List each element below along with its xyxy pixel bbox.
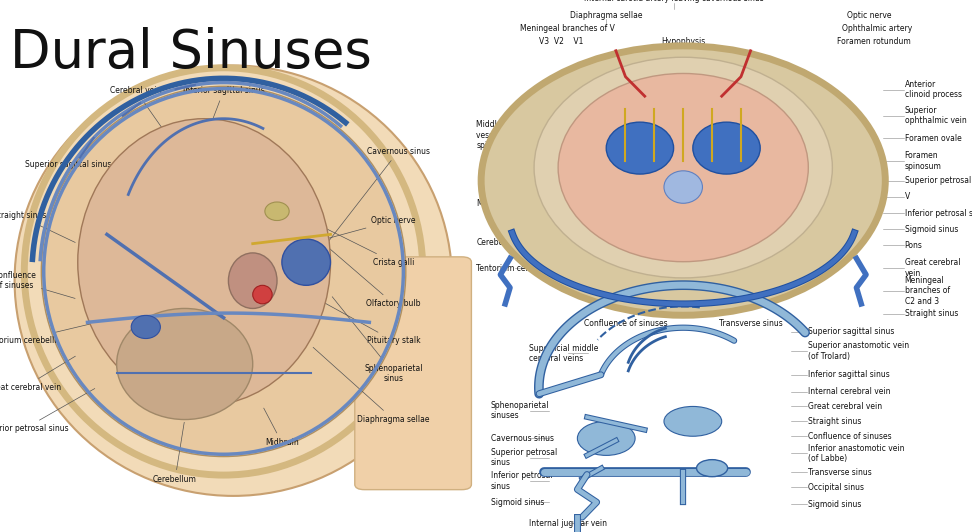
Ellipse shape — [253, 285, 272, 304]
Ellipse shape — [558, 73, 809, 262]
Ellipse shape — [131, 315, 160, 338]
Text: Diaphragma sellae: Diaphragma sellae — [313, 347, 430, 424]
Ellipse shape — [664, 406, 721, 436]
Text: Cavernous sinus: Cavernous sinus — [318, 147, 430, 255]
Text: Middle meningeal
vessels and nervus
spinosus: Middle meningeal vessels and nervus spin… — [476, 120, 549, 150]
Text: Sphenoparietal
sinus: Sphenoparietal sinus — [332, 297, 423, 383]
Text: Optic nerve: Optic nerve — [847, 11, 891, 20]
Text: Optic nerve: Optic nerve — [329, 216, 416, 238]
Ellipse shape — [117, 309, 253, 420]
Text: Sigmoid sinus: Sigmoid sinus — [491, 498, 544, 506]
Text: Great cerebral vein: Great cerebral vein — [809, 402, 883, 411]
Circle shape — [697, 460, 728, 477]
Text: Sigmoid sinus: Sigmoid sinus — [905, 225, 958, 234]
Text: Hypophysis: Hypophysis — [661, 37, 706, 46]
Text: Internal carotid artery leaving cavernous sinus: Internal carotid artery leaving cavernou… — [584, 0, 763, 3]
Text: Confluence
of sinuses: Confluence of sinuses — [0, 271, 75, 298]
Text: Straight sinus: Straight sinus — [0, 211, 75, 243]
Ellipse shape — [15, 65, 452, 496]
Text: Confluence of sinuses: Confluence of sinuses — [583, 319, 668, 328]
Text: Sphenoparietal
sinuses: Sphenoparietal sinuses — [491, 401, 549, 420]
Ellipse shape — [78, 119, 330, 405]
Text: Sigmoid sinus: Sigmoid sinus — [809, 500, 862, 509]
Ellipse shape — [534, 57, 832, 278]
Text: Great cerebral vein: Great cerebral vein — [0, 356, 76, 392]
Ellipse shape — [228, 253, 277, 309]
Text: Superior anastomotic vein
(of Trolard): Superior anastomotic vein (of Trolard) — [809, 342, 910, 361]
Text: Foramen rotundum: Foramen rotundum — [837, 37, 911, 46]
Text: Cerebellum: Cerebellum — [476, 238, 520, 247]
Text: Tentorium cerebelli: Tentorium cerebelli — [0, 323, 94, 345]
Ellipse shape — [41, 86, 406, 456]
Text: Cavernous sinus: Cavernous sinus — [491, 434, 554, 443]
Text: Inferior petrosal sinus: Inferior petrosal sinus — [905, 209, 972, 218]
Ellipse shape — [282, 239, 330, 285]
Text: Foramen
spinosum: Foramen spinosum — [905, 152, 942, 171]
Text: Midbrain: Midbrain — [476, 199, 510, 208]
Text: VI: VI — [505, 160, 512, 169]
Text: Transverse sinus: Transverse sinus — [809, 468, 872, 477]
Text: Inferior petrosal
sinus: Inferior petrosal sinus — [491, 471, 552, 491]
Text: Straight sinus: Straight sinus — [905, 309, 958, 318]
Text: Anterior
clinoid process: Anterior clinoid process — [905, 80, 961, 99]
Text: Straight sinus: Straight sinus — [809, 417, 862, 426]
Text: III: III — [505, 176, 512, 185]
Text: Pituitary stalk: Pituitary stalk — [270, 273, 421, 345]
Text: Ophthalmic artery: Ophthalmic artery — [842, 23, 913, 32]
Ellipse shape — [664, 171, 703, 203]
FancyBboxPatch shape — [355, 257, 471, 489]
Ellipse shape — [693, 122, 760, 174]
Text: Inferior sagittal sinus: Inferior sagittal sinus — [183, 86, 264, 139]
Text: Pons: Pons — [905, 241, 922, 250]
Text: Inferior sagittal sinus: Inferior sagittal sinus — [809, 370, 890, 379]
Text: Superior petrosal sinus: Superior petrosal sinus — [0, 388, 95, 433]
Text: Foramen ovale: Foramen ovale — [905, 134, 961, 143]
Text: Internal cerebral vein: Internal cerebral vein — [809, 387, 890, 396]
Text: Olfactory bulb: Olfactory bulb — [294, 218, 421, 309]
Text: Superficial middle
cerebral veins: Superficial middle cerebral veins — [529, 344, 599, 363]
Text: Superior sagittal sinus: Superior sagittal sinus — [809, 328, 894, 336]
Text: Diaphragma sellae: Diaphragma sellae — [570, 11, 642, 20]
Text: Internal jugular vein: Internal jugular vein — [529, 519, 608, 528]
Text: V: V — [905, 192, 910, 201]
Text: Transverse sinus: Transverse sinus — [718, 319, 782, 328]
Text: Confluence of sinuses: Confluence of sinuses — [809, 432, 892, 440]
Ellipse shape — [607, 122, 674, 174]
Text: Superior petrosal sinus: Superior petrosal sinus — [905, 176, 972, 185]
Ellipse shape — [481, 46, 885, 315]
Text: Crista galli: Crista galli — [285, 208, 414, 267]
Text: Superior sagittal sinus: Superior sagittal sinus — [25, 161, 123, 170]
Text: Cerebral vein: Cerebral vein — [111, 86, 163, 130]
Ellipse shape — [264, 202, 290, 220]
Ellipse shape — [577, 421, 635, 455]
Text: Superior petrosal
sinus: Superior petrosal sinus — [491, 448, 557, 467]
Text: Meningeal branches of V: Meningeal branches of V — [520, 23, 614, 32]
Text: Cerebellum: Cerebellum — [153, 422, 197, 484]
Text: Midbrain: Midbrain — [263, 408, 298, 447]
Text: V3  V2    V1: V3 V2 V1 — [538, 37, 583, 46]
Text: Great cerebral
vein: Great cerebral vein — [905, 259, 960, 278]
Text: Tentorium cerebelli: Tentorium cerebelli — [476, 264, 550, 273]
Text: Inferior anastomotic vein
(of Labbe): Inferior anastomotic vein (of Labbe) — [809, 444, 905, 463]
Text: IV: IV — [505, 215, 512, 224]
Text: Occipital sinus: Occipital sinus — [809, 483, 864, 492]
Text: Superior
ophthalmic vein: Superior ophthalmic vein — [905, 106, 966, 126]
Text: Dural Sinuses: Dural Sinuses — [10, 27, 371, 79]
Text: Meningeal
branches of
C2 and 3: Meningeal branches of C2 and 3 — [905, 276, 950, 306]
